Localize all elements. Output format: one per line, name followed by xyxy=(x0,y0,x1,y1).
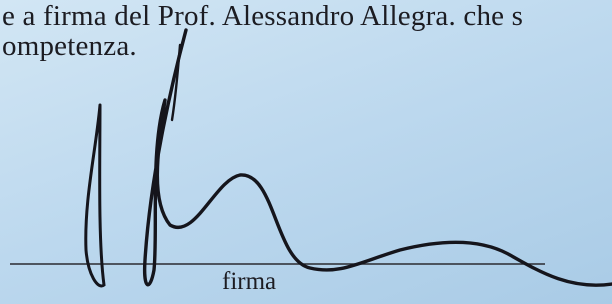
scanned-page: e a firma del Prof. Alessandro Allegra. … xyxy=(0,0,612,304)
signature-stroke xyxy=(86,105,104,286)
signature-stroke xyxy=(145,30,612,285)
signature-area xyxy=(0,0,612,304)
signature-caption: firma xyxy=(222,268,276,296)
